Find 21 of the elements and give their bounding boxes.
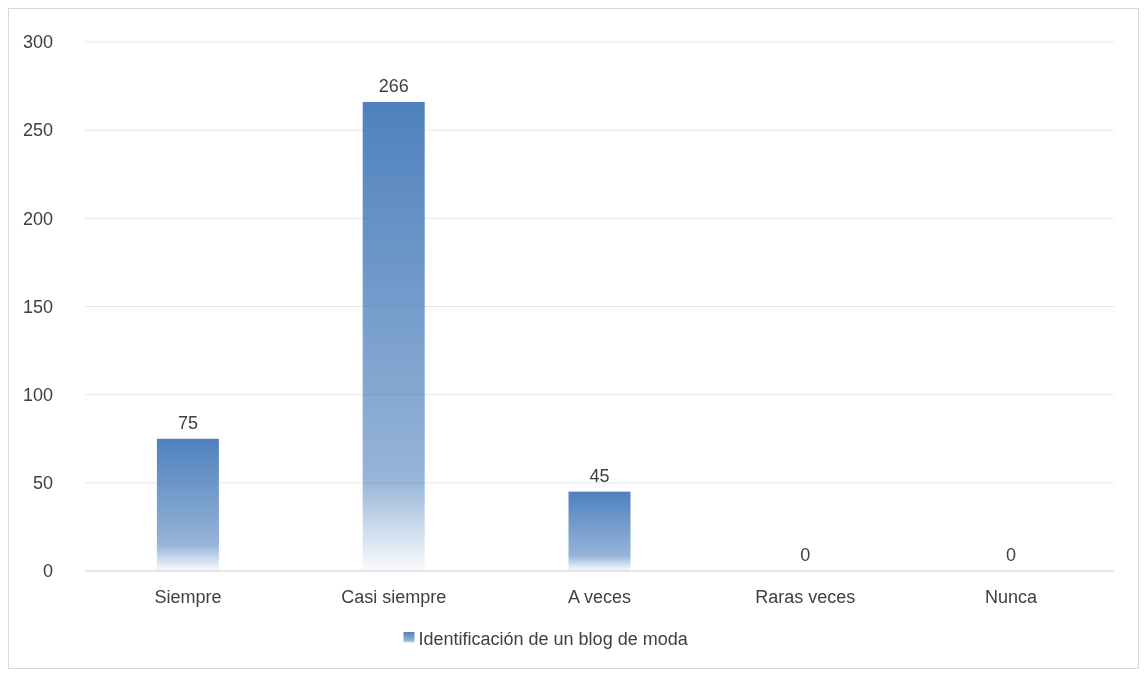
bar [568,491,631,571]
data-label: 0 [800,545,811,565]
x-tick-label: A veces [567,587,632,607]
data-label: 0 [1006,545,1017,565]
bar [362,101,425,571]
y-tick-label: 100 [22,384,53,405]
y-tick-label: 250 [22,120,53,141]
x-tick-label: Raras veces [755,587,856,607]
y-tick-label: 150 [22,296,53,317]
x-tick-label: Casi siempre [341,587,447,607]
data-label: 45 [589,465,610,486]
data-label: 266 [378,75,409,96]
x-tick-label: Siempre [154,587,222,607]
bar [156,438,219,571]
y-tick-label: 200 [22,208,53,229]
legend-label: Identificación de un blog de moda [418,629,689,650]
y-tick-label: 300 [22,32,53,53]
y-tick-label: 0 [42,561,53,582]
y-tick-label: 50 [32,473,53,494]
x-tick-label: Nunca [985,587,1039,607]
data-label: 75 [177,412,198,433]
